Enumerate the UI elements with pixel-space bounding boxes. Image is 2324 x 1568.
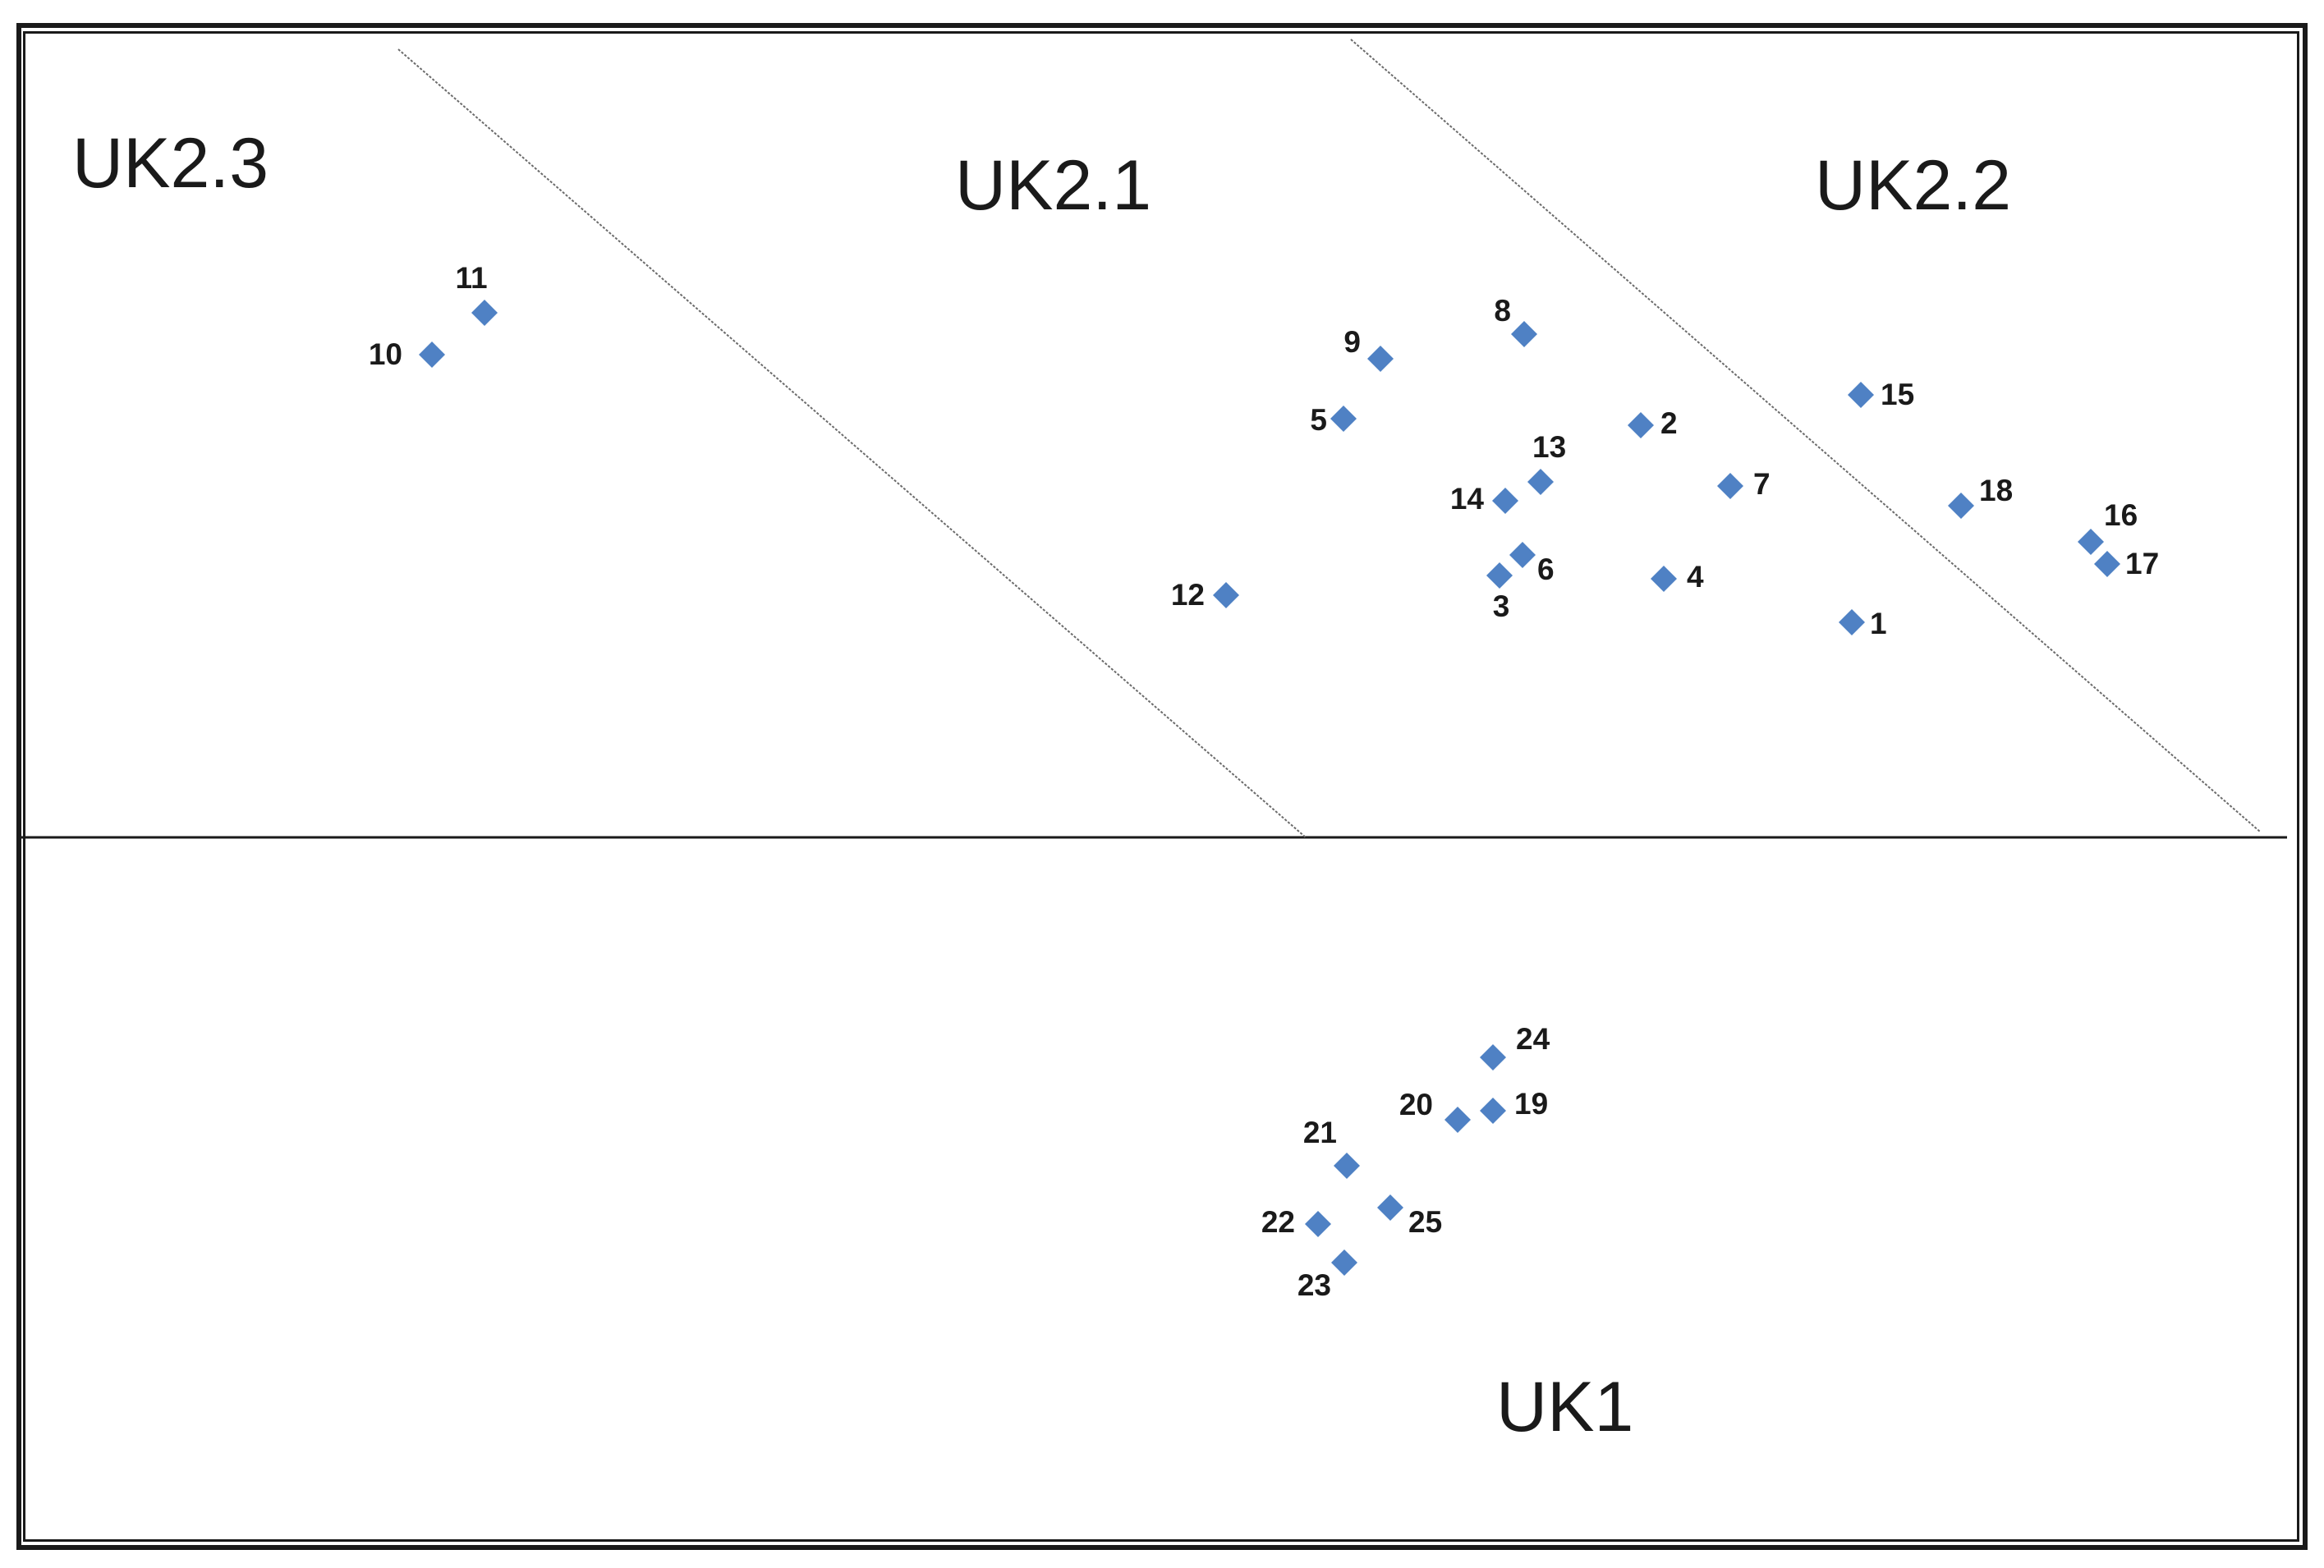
data-point-11 bbox=[471, 300, 498, 326]
point-label-20: 20 bbox=[1399, 1088, 1433, 1121]
point-label-13: 13 bbox=[1532, 430, 1566, 464]
chart-frame-outer bbox=[16, 23, 2308, 1550]
point-label-7: 7 bbox=[1753, 467, 1771, 501]
point-label-23: 23 bbox=[1297, 1268, 1331, 1302]
data-point-7 bbox=[1717, 473, 1743, 499]
point-label-19: 19 bbox=[1514, 1087, 1548, 1121]
point-label-14: 14 bbox=[1450, 482, 1485, 516]
point-label-16: 16 bbox=[2104, 498, 2138, 532]
data-point-2 bbox=[1628, 412, 1654, 438]
data-point-24 bbox=[1480, 1044, 1506, 1071]
point-label-3: 3 bbox=[1493, 589, 1510, 623]
point-label-8: 8 bbox=[1494, 294, 1511, 328]
point-label-5: 5 bbox=[1310, 403, 1327, 437]
data-point-16 bbox=[2078, 529, 2104, 555]
point-labels-layer: 1234567891011121314151617181920212223242… bbox=[369, 261, 2159, 1302]
data-point-10 bbox=[419, 342, 445, 368]
data-points-layer bbox=[419, 300, 2120, 1276]
data-point-14 bbox=[1492, 488, 1518, 514]
data-point-25 bbox=[1377, 1194, 1403, 1221]
point-label-17: 17 bbox=[2125, 547, 2159, 580]
point-label-24: 24 bbox=[1516, 1022, 1550, 1056]
data-point-20 bbox=[1444, 1107, 1471, 1133]
point-label-2: 2 bbox=[1660, 406, 1678, 440]
data-point-21 bbox=[1334, 1153, 1360, 1179]
data-point-18 bbox=[1948, 493, 1974, 519]
region-label-uk2-3: UK2.3 bbox=[72, 124, 269, 203]
data-point-6 bbox=[1509, 542, 1536, 568]
point-label-22: 22 bbox=[1261, 1205, 1295, 1239]
data-point-15 bbox=[1848, 382, 1874, 408]
data-point-4 bbox=[1651, 566, 1677, 592]
point-label-6: 6 bbox=[1537, 552, 1555, 586]
data-point-3 bbox=[1486, 562, 1513, 589]
data-point-19 bbox=[1480, 1098, 1506, 1124]
point-label-10: 10 bbox=[369, 337, 402, 371]
region-label-uk1: UK1 bbox=[1496, 1368, 1633, 1447]
point-label-1: 1 bbox=[1870, 607, 1887, 640]
region-label-uk2-1: UK2.1 bbox=[955, 146, 1151, 225]
data-point-12 bbox=[1213, 582, 1239, 608]
region-label-uk2-2: UK2.2 bbox=[1815, 146, 2011, 225]
data-point-9 bbox=[1367, 346, 1394, 372]
data-point-23 bbox=[1331, 1249, 1357, 1276]
diagonal-boundary-left bbox=[397, 48, 1307, 838]
diagonal-boundary-right bbox=[1350, 39, 2261, 832]
data-point-22 bbox=[1305, 1211, 1331, 1237]
point-label-15: 15 bbox=[1881, 378, 1914, 411]
point-label-12: 12 bbox=[1171, 578, 1205, 612]
data-point-17 bbox=[2094, 551, 2120, 577]
data-point-13 bbox=[1527, 469, 1554, 495]
point-label-25: 25 bbox=[1408, 1205, 1442, 1239]
point-label-4: 4 bbox=[1687, 560, 1704, 594]
point-label-9: 9 bbox=[1343, 325, 1361, 359]
data-point-1 bbox=[1839, 609, 1865, 635]
point-label-18: 18 bbox=[1979, 474, 2013, 507]
data-point-8 bbox=[1511, 321, 1537, 347]
point-label-21: 21 bbox=[1303, 1116, 1337, 1149]
data-point-5 bbox=[1330, 406, 1357, 432]
point-label-11: 11 bbox=[455, 261, 487, 295]
chart-frame-inner bbox=[23, 31, 2299, 1542]
